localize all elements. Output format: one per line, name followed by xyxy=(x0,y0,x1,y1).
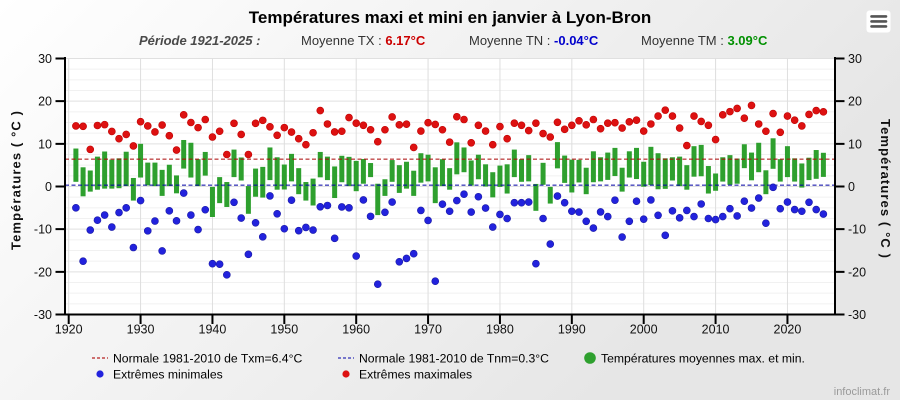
svg-text:Moyenne TM : 3.09°C: Moyenne TM : 3.09°C xyxy=(641,33,768,48)
svg-text:10: 10 xyxy=(38,137,52,151)
svg-text:0: 0 xyxy=(45,180,52,194)
svg-text:Moyenne TX : 6.17°C: Moyenne TX : 6.17°C xyxy=(301,33,426,48)
svg-text:2020: 2020 xyxy=(774,323,802,337)
svg-text:Extrêmes minimales: Extrêmes minimales xyxy=(113,368,223,382)
svg-text:2000: 2000 xyxy=(630,323,658,337)
svg-text:Températures maxi et mini en j: Températures maxi et mini en janvier à L… xyxy=(249,8,651,27)
svg-text:Normale 1981-2010 de Tnm=0.3°C: Normale 1981-2010 de Tnm=0.3°C xyxy=(359,352,549,366)
svg-text:Températures ( °C ): Températures ( °C ) xyxy=(878,119,893,259)
svg-text:-20: -20 xyxy=(34,265,52,279)
svg-text:Températures ( °C ): Températures ( °C ) xyxy=(9,110,24,250)
svg-text:Moyenne TN : -0.04°C: Moyenne TN : -0.04°C xyxy=(469,33,599,48)
svg-text:Extrêmes maximales: Extrêmes maximales xyxy=(359,368,472,382)
svg-text:-30: -30 xyxy=(848,308,866,322)
svg-text:20: 20 xyxy=(38,95,52,109)
svg-text:1990: 1990 xyxy=(558,323,586,337)
svg-text:30: 30 xyxy=(38,52,52,66)
svg-text:1980: 1980 xyxy=(486,323,514,337)
svg-text:1960: 1960 xyxy=(342,323,370,337)
svg-text:10: 10 xyxy=(848,137,862,151)
svg-text:infoclimat.fr: infoclimat.fr xyxy=(834,386,891,398)
svg-text:-30: -30 xyxy=(34,308,52,322)
svg-text:Période 1921-2025 :: Période 1921-2025 : xyxy=(139,33,260,48)
svg-text:-20: -20 xyxy=(848,265,866,279)
svg-text:0: 0 xyxy=(848,180,855,194)
svg-text:30: 30 xyxy=(848,52,862,66)
svg-text:1940: 1940 xyxy=(199,323,227,337)
svg-text:-10: -10 xyxy=(34,223,52,237)
svg-text:-10: -10 xyxy=(848,223,866,237)
svg-text:20: 20 xyxy=(848,95,862,109)
svg-text:Températures moyennes max. et: Températures moyennes max. et min. xyxy=(601,352,805,366)
svg-text:1920: 1920 xyxy=(55,323,83,337)
svg-text:1970: 1970 xyxy=(414,323,442,337)
svg-text:2010: 2010 xyxy=(702,323,730,337)
svg-text:1930: 1930 xyxy=(127,323,155,337)
svg-text:Normale 1981-2010 de Txm=6.4°C: Normale 1981-2010 de Txm=6.4°C xyxy=(113,352,302,366)
svg-text:1950: 1950 xyxy=(270,323,298,337)
